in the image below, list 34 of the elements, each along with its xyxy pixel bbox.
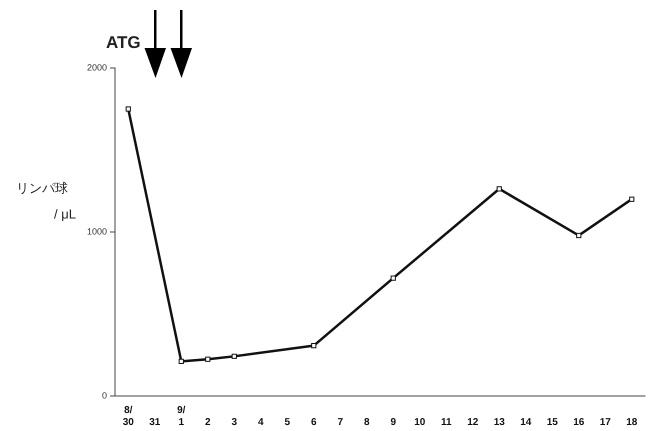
point (629, 196, 634, 202)
x-tick-label: 31 (149, 416, 161, 428)
point (390, 275, 396, 281)
text: ATG (106, 33, 141, 52)
x-tick-label: 12 (467, 416, 479, 428)
point (205, 356, 210, 362)
x-tick-label: 13 (494, 416, 506, 428)
x-tick-label: 15 (546, 416, 558, 428)
x-tick-label: 2 (204, 416, 211, 428)
y-tick-label: 0 (102, 390, 108, 400)
x-tick-label: 8 (364, 416, 370, 428)
y-tick-label: 1000 (86, 226, 108, 236)
x-tick-label: 17 (600, 416, 612, 428)
point (311, 343, 316, 348)
point (496, 186, 502, 192)
y-tick-label: 2000 (86, 62, 108, 72)
y-axis-title: リンパ球 / μL (16, 180, 76, 222)
x-tick-label: 18 (626, 416, 638, 428)
point (126, 106, 131, 112)
x-tick-label: 9/1 (177, 404, 186, 428)
point (232, 354, 237, 359)
point (178, 358, 184, 364)
x-tick-label: 6 (310, 416, 317, 428)
x-tick-label: 16 (573, 416, 585, 428)
point (576, 232, 582, 238)
x-tick-label: 5 (284, 416, 290, 428)
x-tick-label: 4 (258, 416, 264, 428)
x-tick-label: 14 (520, 416, 532, 428)
x-tick-label: 10 (414, 416, 426, 428)
x-tick-label: 11 (440, 416, 452, 428)
x-tick-label: 7 (337, 416, 344, 428)
x-tick-label: 9 (390, 416, 396, 428)
x-tick-label: 8/30 (122, 404, 134, 428)
x-tick-label: 3 (231, 416, 238, 428)
